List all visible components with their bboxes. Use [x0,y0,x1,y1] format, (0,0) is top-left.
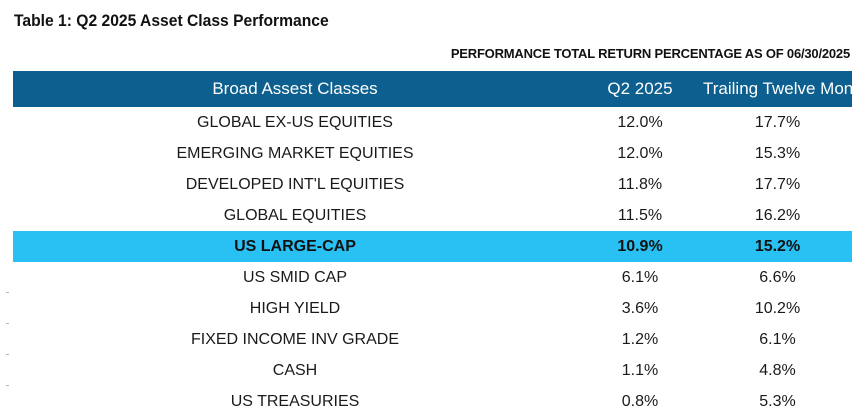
table-row: FIXED INCOME INV GRADE 1.2% 6.1% [13,324,852,355]
edge-tick [6,323,9,324]
asset-class-cell: US TREASURIES [230,392,360,410]
column-header-trailing-twelve-months: Trailing Twelve Months [703,71,852,107]
table-row: EMERGING MARKET EQUITIES 12.0% 15.3% [13,138,852,169]
table-row: DEVELOPED INT'L EQUITIES 11.8% 17.7% [13,169,852,200]
performance-table: Broad Assest Classes Q2 2025 Trailing Tw… [13,71,852,417]
column-header-asset-class: Broad Assest Classes [13,71,577,107]
q2-2025-cell: 1.1% [621,361,659,379]
asset-class-cell: CASH [272,361,318,379]
q2-2025-cell: 12.0% [617,113,663,131]
ttm-cell: 4.8% [759,361,796,379]
asset-class-cell: EMERGING MARKET EQUITIES [176,144,414,162]
table-row: HIGH YIELD 3.6% 10.2% [13,293,852,324]
asset-class-cell: GLOBAL EQUITIES [223,206,367,224]
q2-2025-cell: 12.0% [617,144,663,162]
q2-2025-cell: 3.6% [621,299,659,317]
ttm-cell: 15.2% [703,231,852,262]
ttm-cell: 16.2% [754,206,801,224]
table-row: CASH 1.1% 4.8% [13,355,852,386]
q2-2025-cell: 10.9% [577,231,703,262]
ttm-cell: 17.7% [754,175,801,193]
asset-class-cell: GLOBAL EX-US EQUITIES [197,113,393,131]
q2-2025-cell: 1.2% [621,330,659,348]
ttm-cell: 6.1% [759,330,796,348]
q2-2025-cell: 11.5% [617,206,663,224]
asset-class-cell: FIXED INCOME INV GRADE [190,330,400,348]
q2-2025-cell: 6.1% [621,268,659,286]
table-row: US SMID CAP 6.1% 6.6% [13,262,852,293]
column-header-q2-2025: Q2 2025 [577,71,703,107]
edge-tick [6,292,9,293]
table-title: Table 1: Q2 2025 Asset Class Performance [14,11,329,30]
asset-class-cell: DEVELOPED INT'L EQUITIES [185,175,405,193]
edge-tick [6,354,9,355]
asset-class-cell: US LARGE-CAP [13,231,577,262]
table-row: GLOBAL EX-US EQUITIES 12.0% 17.7% [13,107,852,138]
q2-2025-cell: 0.8% [621,392,659,410]
asset-class-cell: HIGH YIELD [249,299,341,317]
ttm-cell: 6.6% [759,268,796,286]
table-subtitle: PERFORMANCE TOTAL RETURN PERCENTAGE AS O… [450,46,850,61]
table-row: US TREASURIES 0.8% 5.3% [13,386,852,417]
ttm-cell: 17.7% [754,113,801,131]
header-row: Broad Assest Classes Q2 2025 Trailing Tw… [13,71,852,107]
ttm-cell: 15.3% [754,144,801,162]
edge-tick [6,385,9,386]
table-row: US LARGE-CAP 10.9% 15.2% [13,231,852,262]
ttm-cell: 5.3% [759,392,796,410]
q2-2025-cell: 11.8% [617,175,663,193]
ttm-cell: 10.2% [754,299,801,317]
asset-class-cell: US SMID CAP [242,268,347,286]
table-row: GLOBAL EQUITIES 11.5% 16.2% [13,200,852,231]
